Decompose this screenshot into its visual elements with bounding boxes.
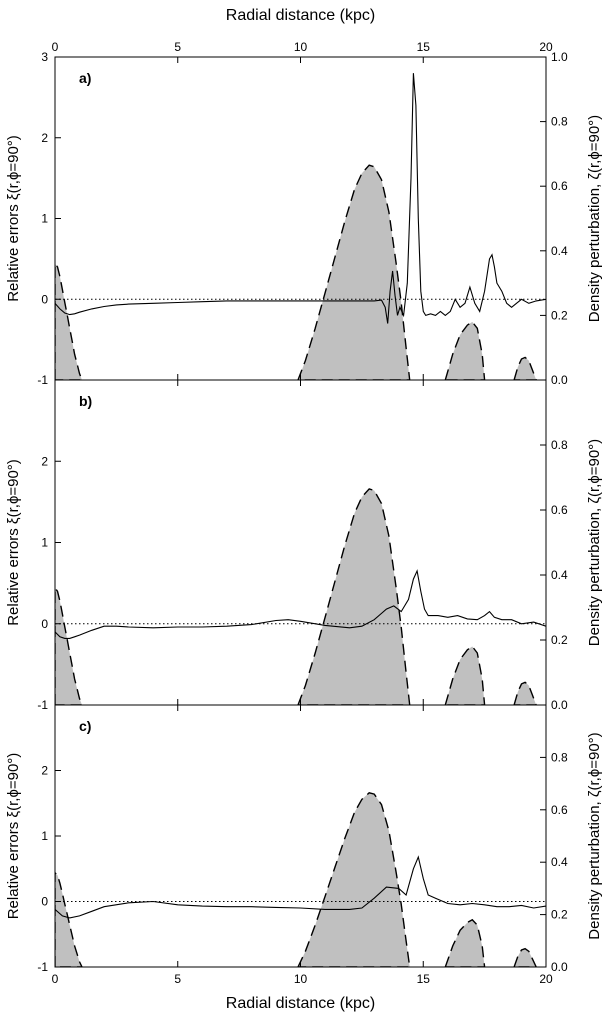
density-perturbation-hump <box>297 164 411 380</box>
right-y-tick-label: 0.6 <box>551 503 568 517</box>
bottom-x-tick-label: 15 <box>417 972 431 986</box>
left-y-tick-label: 2 <box>41 454 48 468</box>
right-y-tick-label: 0.4 <box>551 855 568 869</box>
left-y-tick-label: 0 <box>41 895 48 909</box>
left-y-tick-label: 1 <box>41 536 48 550</box>
bottom-x-tick-label: 5 <box>174 972 181 986</box>
density-perturbation-hump <box>513 356 537 380</box>
right-y-tick-label: 0.0 <box>551 960 568 974</box>
right-y-axis-label: Density perturbation, ζ(r,ϕ=90°) <box>586 115 603 322</box>
left-y-tick-label: 2 <box>41 131 48 145</box>
right-y-tick-label: 0.0 <box>551 373 568 387</box>
right-y-tick-label: 0.2 <box>551 908 568 922</box>
top-x-axis-label: Radial distance (kpc) <box>226 7 375 24</box>
bottom-x-axis-label: Radial distance (kpc) <box>226 995 375 1012</box>
right-y-tick-label: 0.6 <box>551 803 568 817</box>
right-y-tick-label: 0.8 <box>551 438 568 452</box>
density-perturbation-hump <box>55 262 83 380</box>
density-perturbation-hump <box>55 586 83 705</box>
left-y-tick-label: 2 <box>41 764 48 778</box>
density-perturbation-hump <box>444 918 486 967</box>
left-y-tick-label: -1 <box>37 373 48 387</box>
relative-error-line <box>55 569 546 639</box>
density-perturbation-hump <box>513 947 537 967</box>
right-y-tick-label: 0.4 <box>551 568 568 582</box>
right-y-tick-label: 0.8 <box>551 115 568 129</box>
relative-error-line <box>55 855 546 919</box>
left-y-tick-label: -1 <box>37 698 48 712</box>
right-y-tick-label: 0.0 <box>551 698 568 712</box>
top-x-tick-label: 20 <box>539 40 553 54</box>
bottom-x-tick-label: 20 <box>539 972 553 986</box>
left-y-tick-label: -1 <box>37 960 48 974</box>
left-y-tick-label: 0 <box>41 617 48 631</box>
left-y-tick-label: 0 <box>41 292 48 306</box>
left-y-axis-label: Relative errors ξ(r,ϕ=90°) <box>5 753 22 920</box>
density-perturbation-hump <box>297 488 411 705</box>
top-x-tick-label: 15 <box>417 40 431 54</box>
density-perturbation-hump <box>444 645 486 705</box>
top-x-tick-label: 5 <box>174 40 181 54</box>
density-perturbation-hump <box>513 681 537 705</box>
right-y-tick-label: 0.4 <box>551 244 568 258</box>
left-y-tick-label: 1 <box>41 829 48 843</box>
right-y-tick-label: 0.2 <box>551 633 568 647</box>
top-x-tick-label: 10 <box>294 40 308 54</box>
density-perturbation-hump <box>55 871 83 967</box>
right-y-axis-label: Density perturbation, ζ(r,ϕ=90°) <box>586 732 603 939</box>
top-x-tick-label: 0 <box>52 40 59 54</box>
left-y-axis-label: Relative errors ξ(r,ϕ=90°) <box>5 135 22 302</box>
bottom-x-tick-label: 0 <box>52 972 59 986</box>
right-y-tick-label: 0.6 <box>551 179 568 193</box>
right-y-axis-label: Density perturbation, ζ(r,ϕ=90°) <box>586 439 603 646</box>
panel-label: b) <box>79 393 92 409</box>
bottom-x-tick-label: 10 <box>294 972 308 986</box>
right-y-tick-label: 0.8 <box>551 750 568 764</box>
left-y-axis-label: Relative errors ξ(r,ϕ=90°) <box>5 459 22 626</box>
right-y-tick-label: 0.2 <box>551 308 568 322</box>
relative-error-line <box>55 73 546 324</box>
left-y-tick-label: 1 <box>41 212 48 226</box>
panel-label: a) <box>79 70 91 86</box>
density-perturbation-hump <box>297 792 411 967</box>
left-y-tick-label: 3 <box>41 50 48 64</box>
panel-label: c) <box>79 718 91 734</box>
density-perturbation-hump <box>444 320 486 380</box>
right-y-tick-label: 1.0 <box>551 50 568 64</box>
